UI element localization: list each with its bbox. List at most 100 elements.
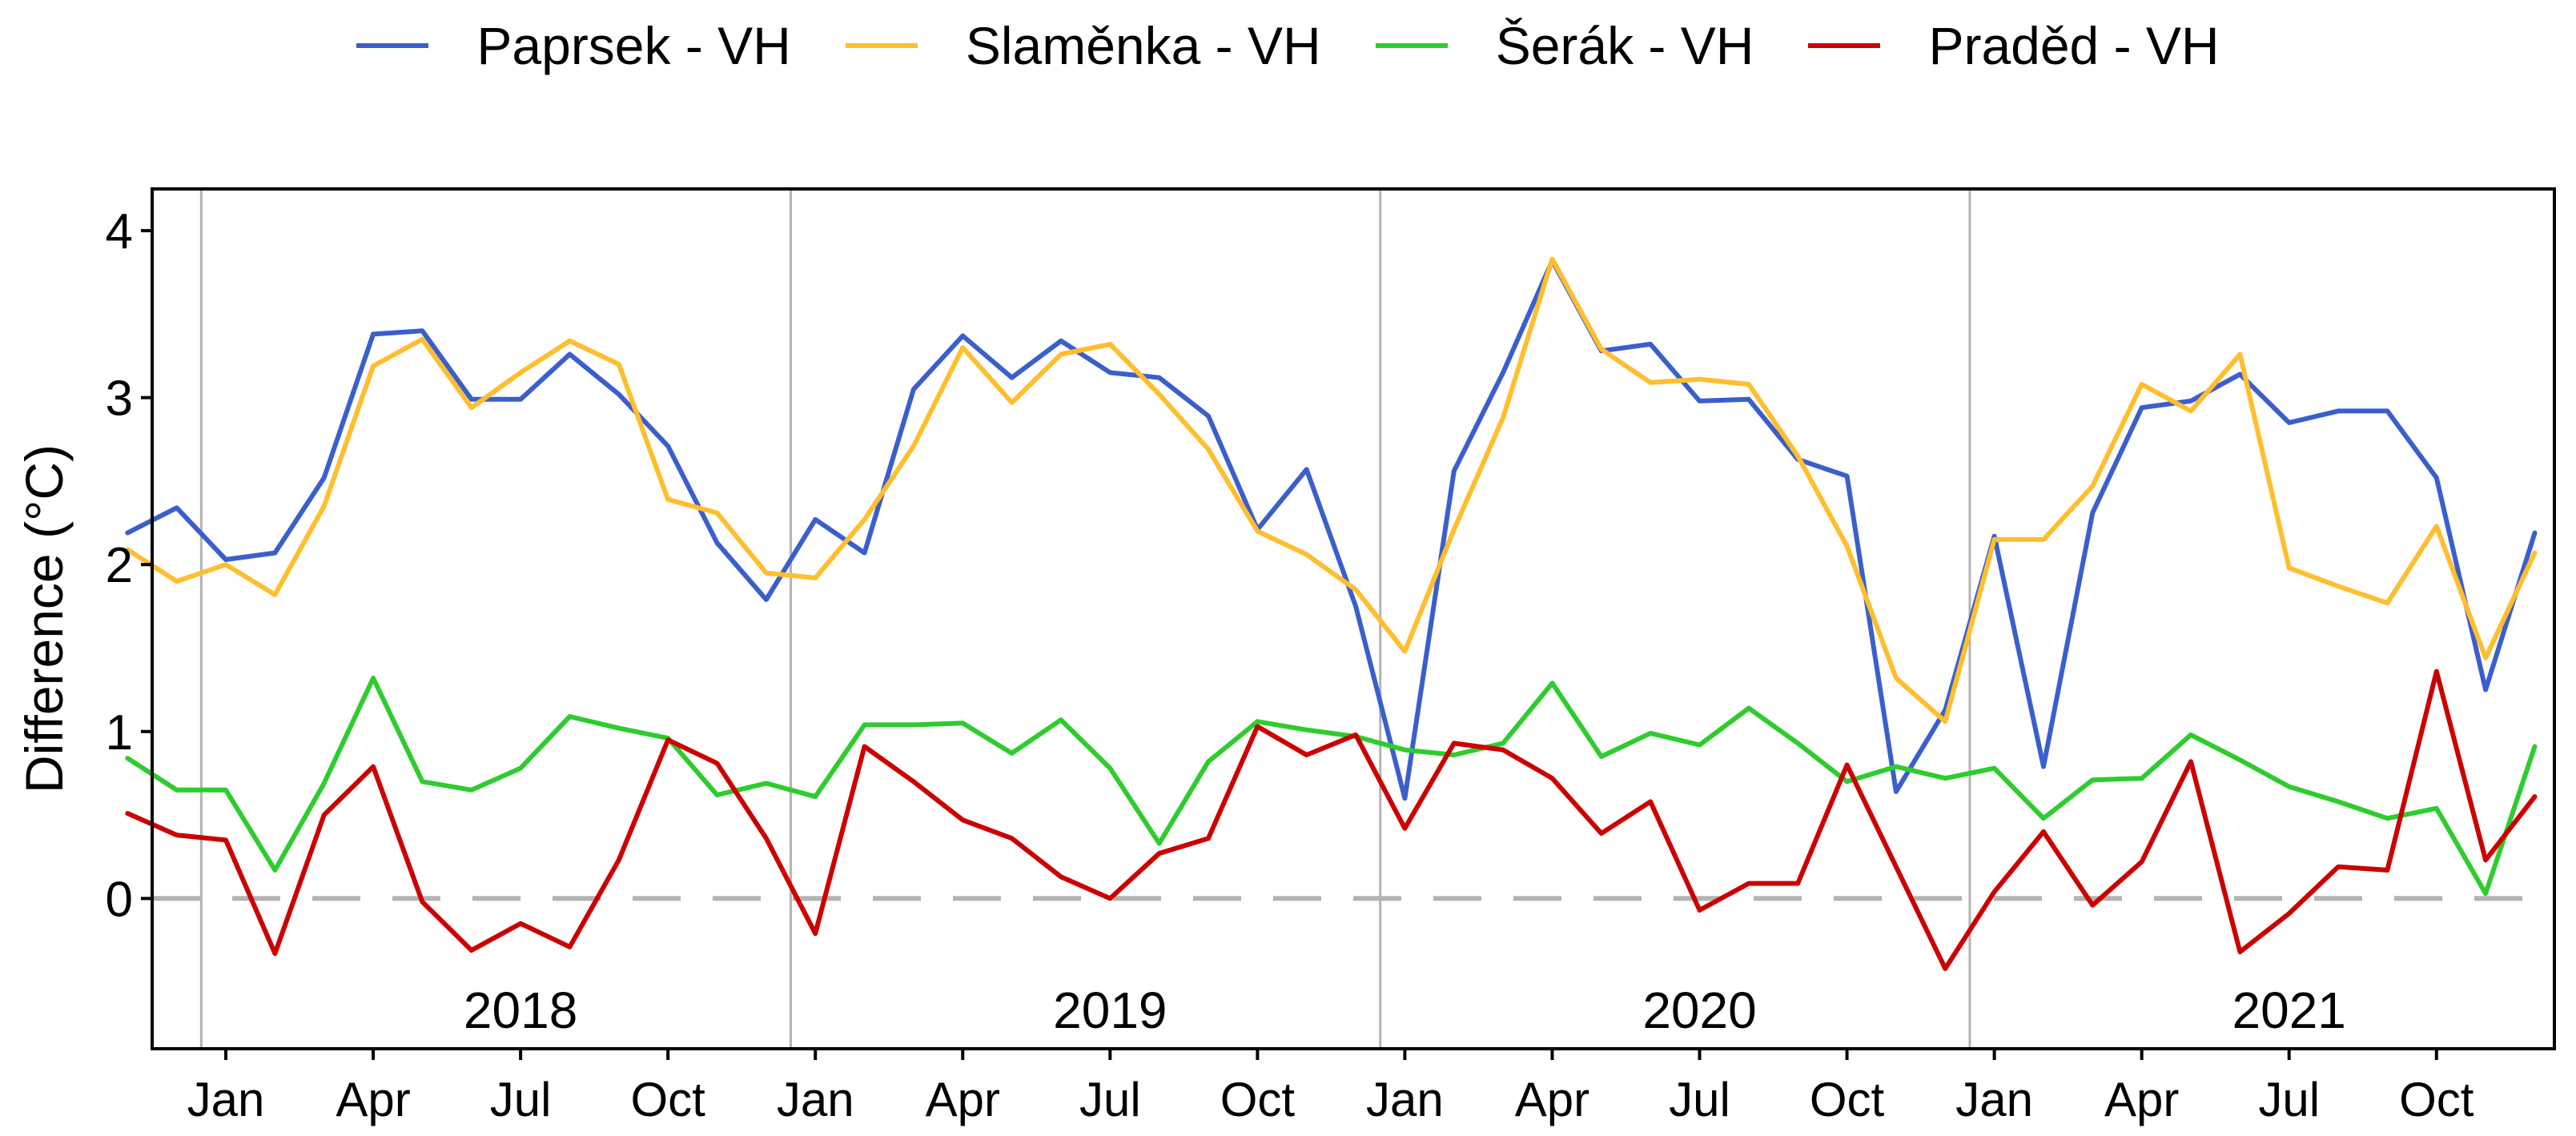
data-point-s1-28 — [1500, 415, 1506, 421]
x-tick-label-jul: Jul — [490, 1073, 552, 1126]
data-point-s3-13 — [763, 835, 770, 841]
data-point-s2-41 — [2139, 775, 2145, 781]
data-point-s2-18 — [1009, 750, 1015, 757]
data-point-s0-9 — [566, 351, 573, 357]
data-point-s1-10 — [616, 361, 622, 367]
x-tick-label-jul: Jul — [2258, 1073, 2320, 1126]
data-point-s0-39 — [2040, 764, 2047, 770]
data-point-s2-12 — [714, 792, 721, 798]
data-point-s3-26 — [1401, 825, 1408, 832]
data-point-s2-40 — [2089, 777, 2096, 783]
data-point-s0-17 — [959, 333, 966, 339]
data-point-s3-21 — [1156, 850, 1163, 857]
data-point-s2-17 — [959, 720, 966, 726]
data-point-s1-49 — [2531, 550, 2538, 556]
data-point-s1-22 — [1205, 446, 1212, 452]
data-point-s3-23 — [1254, 724, 1260, 730]
x-tick-label-apr: Apr — [336, 1073, 410, 1126]
data-point-s2-7 — [468, 787, 475, 793]
x-tick-label-jan: Jan — [1366, 1073, 1444, 1126]
data-point-s3-3 — [271, 950, 278, 957]
data-point-s0-31 — [1647, 341, 1654, 347]
data-point-s1-1 — [174, 578, 180, 584]
data-point-s2-14 — [812, 793, 818, 800]
data-point-s1-45 — [2335, 583, 2341, 589]
data-point-s1-27 — [1451, 526, 1457, 532]
data-point-s0-0 — [124, 530, 131, 536]
data-point-s0-25 — [1352, 603, 1359, 609]
data-point-s2-36 — [1893, 764, 1899, 770]
chart-legend: Paprsek - VH Slaměnka - VH Šerák - VH Pradě… — [0, 10, 2576, 82]
data-point-s0-14 — [812, 516, 818, 523]
data-point-s3-40 — [2089, 902, 2096, 909]
data-point-s2-43 — [2236, 757, 2243, 763]
data-point-s3-43 — [2236, 949, 2243, 955]
data-point-s3-5 — [370, 764, 376, 770]
data-point-s3-47 — [2433, 668, 2440, 675]
data-point-s1-17 — [959, 344, 966, 351]
data-point-s3-10 — [616, 857, 622, 863]
data-point-s0-19 — [1058, 338, 1064, 344]
data-point-s3-15 — [862, 744, 868, 750]
data-point-s1-20 — [1107, 341, 1113, 347]
y-tick-label: 4 — [106, 204, 133, 259]
data-point-s1-25 — [1352, 587, 1359, 593]
y-tick-label: 0 — [106, 872, 133, 927]
legend-label: Paprsek - VH — [476, 16, 791, 75]
series-line--er-k-vh — [125, 676, 2538, 897]
data-point-s3-37 — [1942, 965, 1948, 972]
data-point-s3-17 — [959, 817, 966, 823]
data-point-s2-45 — [2335, 798, 2341, 805]
data-point-s2-47 — [2433, 805, 2440, 812]
data-point-s2-22 — [1205, 758, 1212, 765]
data-point-s3-19 — [1058, 873, 1064, 880]
data-point-s0-24 — [1304, 466, 1310, 472]
legend-label: Praděd - VH — [1928, 16, 2220, 75]
data-point-s3-32 — [1697, 907, 1703, 913]
data-point-s1-3 — [271, 592, 278, 598]
data-point-s1-16 — [910, 443, 917, 449]
data-point-s3-34 — [1794, 881, 1801, 887]
data-point-s2-1 — [174, 787, 180, 793]
x-tick-label-jul: Jul — [1079, 1073, 1141, 1126]
data-point-s2-19 — [1058, 717, 1064, 723]
data-point-s2-6 — [419, 778, 425, 785]
data-point-s0-18 — [1009, 375, 1015, 381]
data-point-s0-28 — [1500, 369, 1506, 375]
data-point-s1-23 — [1254, 528, 1260, 535]
data-point-s3-27 — [1451, 740, 1457, 746]
data-point-s2-29 — [1549, 680, 1555, 686]
data-point-s2-30 — [1598, 753, 1605, 760]
data-point-s2-31 — [1647, 730, 1654, 737]
data-point-s3-7 — [468, 947, 475, 953]
data-point-s3-49 — [2531, 793, 2538, 800]
data-point-s3-22 — [1205, 835, 1212, 841]
data-point-s2-26 — [1401, 747, 1408, 753]
legend-key-line — [356, 43, 429, 48]
x-tick-label-oct: Oct — [630, 1073, 705, 1126]
data-point-s0-13 — [763, 596, 770, 603]
data-point-s2-13 — [763, 780, 770, 786]
data-point-s3-16 — [910, 778, 917, 785]
data-point-s2-33 — [1746, 705, 1752, 712]
data-point-s1-4 — [321, 503, 328, 509]
data-point-s0-11 — [665, 443, 671, 449]
data-point-s2-15 — [862, 721, 868, 728]
data-point-s2-20 — [1107, 765, 1113, 772]
data-point-s1-21 — [1156, 391, 1163, 398]
legend-item: Paprsek - VH — [356, 15, 791, 76]
data-point-s3-44 — [2286, 910, 2293, 917]
data-point-s0-36 — [1893, 789, 1899, 795]
y-tick-label: 1 — [106, 705, 133, 761]
x-tick-label-jul: Jul — [1669, 1073, 1730, 1126]
data-point-s3-9 — [566, 944, 573, 950]
data-point-s1-32 — [1697, 376, 1703, 383]
data-point-s2-16 — [910, 721, 917, 728]
data-point-s2-8 — [517, 765, 524, 772]
data-point-s0-16 — [910, 386, 917, 392]
data-point-s3-1 — [174, 832, 180, 838]
data-point-s2-42 — [2188, 732, 2194, 738]
series-line-slam-nka-vh — [125, 256, 2538, 725]
x-tick-label-apr: Apr — [1515, 1073, 1589, 1126]
data-point-s0-44 — [2286, 419, 2293, 426]
